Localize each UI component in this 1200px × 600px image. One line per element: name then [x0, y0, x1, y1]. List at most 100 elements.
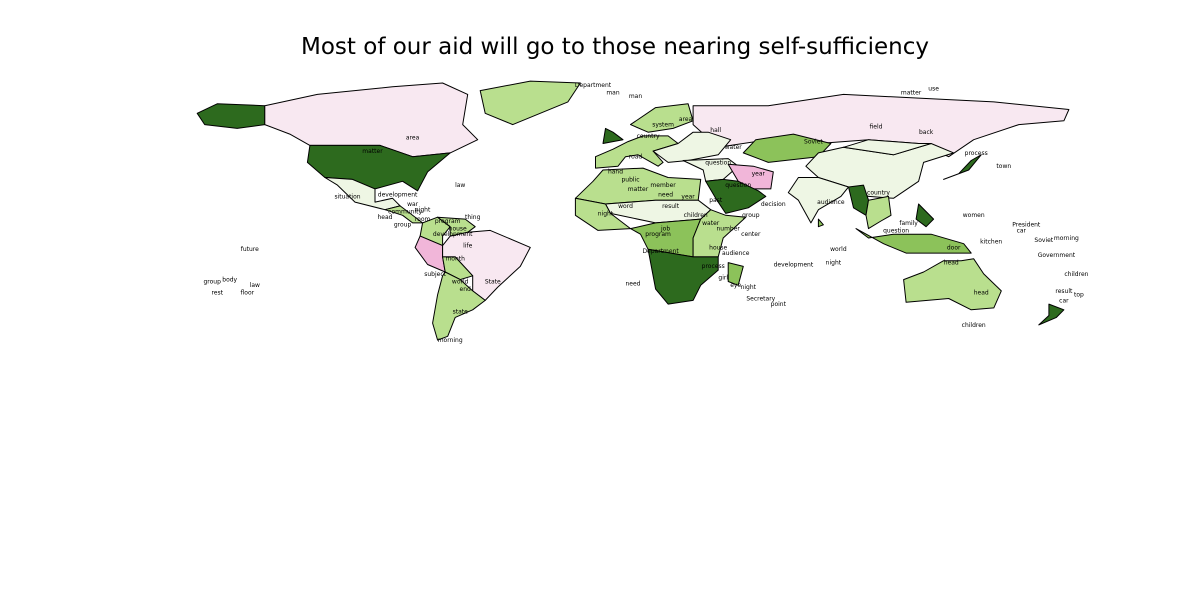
- region-indonesia: [855, 228, 972, 254]
- map-label: law: [455, 182, 465, 189]
- map-label: use: [928, 86, 939, 93]
- region-east-africa: [692, 209, 747, 258]
- map-label: Department: [575, 82, 612, 89]
- map-label: area: [406, 135, 420, 142]
- map-label: situation: [334, 193, 360, 200]
- map-label: process: [702, 263, 725, 270]
- map-label: head: [944, 260, 959, 267]
- map-label: area: [679, 116, 693, 123]
- map-label: past: [709, 197, 723, 204]
- map-label: Secretary: [746, 295, 775, 302]
- map-label: water: [725, 144, 743, 151]
- map-label: audience: [722, 250, 750, 257]
- map-label: women: [963, 212, 985, 219]
- map-label: development: [433, 231, 473, 238]
- region-myanmar: [848, 184, 869, 216]
- map-label: water: [702, 220, 720, 227]
- map-label: decision: [761, 201, 786, 208]
- map-label: car: [1059, 297, 1069, 304]
- map-label: matter: [628, 186, 649, 193]
- region-west-europe: [595, 135, 679, 169]
- map-label: state: [453, 309, 469, 316]
- map-label: question: [705, 159, 731, 166]
- map-label: war: [407, 201, 419, 208]
- region-greenland: [479, 80, 581, 126]
- map-label: process: [965, 150, 988, 157]
- map-label: head: [378, 214, 393, 221]
- map-label: Soviet: [1034, 237, 1053, 244]
- map-label: eye: [730, 282, 741, 289]
- map-label: children: [962, 322, 986, 329]
- map-label: month: [445, 256, 465, 263]
- map-label: night: [741, 284, 757, 291]
- map-label: thing: [465, 214, 481, 221]
- region-russia: [692, 93, 1070, 158]
- region-east-europe: [652, 131, 732, 163]
- region-japan: [943, 154, 982, 180]
- map-label: hand: [608, 169, 623, 176]
- countries-layer: [196, 80, 1070, 341]
- map-label: question: [725, 182, 751, 189]
- map-label: audience: [817, 199, 845, 206]
- map-title: Most of our aid will go to those nearing…: [301, 34, 929, 60]
- map-label: question: [883, 227, 909, 234]
- map-label: Soviet: [804, 139, 823, 146]
- map-label: country: [637, 133, 660, 140]
- map-label: floor: [241, 290, 255, 297]
- map-label: head: [974, 290, 989, 297]
- region-alaska: [196, 103, 266, 129]
- region-usa: [306, 144, 451, 192]
- map-label: need: [626, 280, 641, 287]
- map-label: subject: [424, 271, 446, 278]
- region-mongolia: [843, 139, 932, 156]
- map-label: hall: [710, 127, 721, 134]
- map-label: result: [1055, 288, 1073, 295]
- region-canada: [264, 82, 479, 158]
- map-label: car: [1017, 227, 1027, 234]
- region-chile-argentina: [432, 271, 486, 341]
- map-label: night: [598, 210, 614, 217]
- map-label: point: [771, 301, 787, 308]
- map-label: development: [774, 261, 814, 268]
- map-label: job: [660, 225, 670, 232]
- region-india: [787, 177, 849, 224]
- map-label: word: [618, 203, 633, 210]
- map-label: member: [650, 182, 676, 189]
- map-label: matter: [362, 148, 383, 155]
- region-australia: [903, 258, 1002, 311]
- map-label: program: [645, 231, 671, 238]
- map-label: house: [709, 244, 727, 251]
- map-label: morning: [1054, 235, 1079, 242]
- map-label: night: [415, 207, 431, 214]
- map-label: public: [621, 176, 639, 183]
- map-label: group: [203, 278, 221, 285]
- map-label: girl: [718, 275, 728, 282]
- map-label: country: [867, 190, 890, 197]
- map-label: future: [241, 246, 259, 253]
- map-label: man: [606, 89, 620, 96]
- map-label: State: [485, 278, 501, 285]
- map-label: development: [378, 191, 418, 198]
- map-label: end: [460, 286, 471, 293]
- map-label: group: [742, 212, 760, 219]
- map-label: President: [1012, 222, 1041, 229]
- map-label: town: [996, 163, 1011, 170]
- map-label: program: [435, 218, 461, 225]
- map-label: door: [947, 244, 961, 251]
- region-arabia: [705, 178, 767, 214]
- region-bolivia: [442, 256, 474, 281]
- map-label: children: [1064, 271, 1088, 278]
- region-southern-africa: [647, 248, 719, 305]
- map-label: night: [826, 260, 842, 267]
- region-sri-lanka: [817, 218, 824, 228]
- map-label: family: [899, 220, 918, 227]
- map-label: need: [658, 191, 673, 198]
- map-label: morning: [438, 337, 463, 344]
- map-label: body: [222, 277, 237, 284]
- map-label: group: [394, 222, 412, 229]
- map-label: top: [1074, 292, 1084, 299]
- map-label: rest: [211, 290, 223, 297]
